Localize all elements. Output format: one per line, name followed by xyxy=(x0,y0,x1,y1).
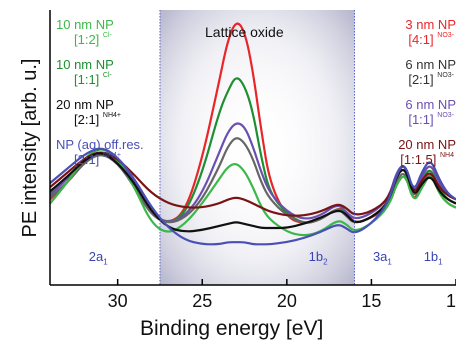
peak-label-sub: 1 xyxy=(438,257,443,267)
legend-ion-label: NO3- xyxy=(437,112,454,119)
peak-label-sub: 1 xyxy=(387,257,392,267)
legend-ion-label: Cl- xyxy=(102,32,112,39)
x-tick-label: 30 xyxy=(108,291,128,311)
peak-label-sub: 2 xyxy=(323,257,328,267)
legend-ratio-text: [2:1] xyxy=(74,112,103,127)
legend-entry-name: 10 nm NP xyxy=(56,17,114,32)
legend-ratio-text: [1:1] xyxy=(408,112,438,127)
legend-entry-name: 3 nm NP xyxy=(405,17,456,32)
x-tick-label: 10 xyxy=(446,291,456,311)
legend-ratio-text: [1:2] xyxy=(74,32,103,47)
peak-label-main: 3a xyxy=(372,249,388,264)
legend-ratio-text: [2:1] xyxy=(408,72,438,87)
peak-label-sub: 1 xyxy=(103,257,108,267)
x-tick-label: 25 xyxy=(192,291,212,311)
legend-entry-name: 20 nm NP xyxy=(398,137,456,152)
legend-entry-ratio: [1:2] Cl- xyxy=(74,32,112,47)
peak-label: 1b1 xyxy=(424,250,443,267)
y-axis-label: PE intensity [arb. u.] xyxy=(19,58,41,238)
legend-entry-ratio: [2:1] NH4+ xyxy=(74,152,122,167)
legend-entry-ratio: [4:1] NO3- xyxy=(408,32,454,47)
legend-ion-label: Cl- xyxy=(102,72,112,79)
series-line-7 xyxy=(50,147,456,246)
lattice-oxide-region xyxy=(159,10,355,285)
legend-ion-label: NO3- xyxy=(437,32,454,39)
x-tick-label: 15 xyxy=(361,291,381,311)
legend-ratio-text: [2:1] xyxy=(74,152,103,167)
legend-entry-name: 20 nm NP xyxy=(56,97,114,112)
peak-label: 3a1 xyxy=(373,250,392,267)
series-line-6 xyxy=(50,152,456,233)
x-tick-label: 20 xyxy=(277,291,297,311)
shaded-region-label: Lattice oxide xyxy=(205,24,284,40)
legend-entry-name: 6 nm NP xyxy=(405,57,456,72)
x-axis-label: Binding energy [eV] xyxy=(140,317,324,340)
legend-entry-ratio: [2:1] NH4+ xyxy=(74,112,122,127)
legend-entry-name: 6 nm NP xyxy=(405,97,456,112)
legend-entry-name: 10 nm NP xyxy=(56,57,114,72)
series-line-4 xyxy=(50,148,456,237)
legend-ion-label: NO3- xyxy=(437,72,454,79)
legend-entry-ratio: [1:1.5] NH4 xyxy=(400,152,454,167)
legend-ratio-text: [1:1] xyxy=(74,72,103,87)
peak-label-main: 1b xyxy=(423,249,439,264)
peak-label-main: 1b xyxy=(308,249,324,264)
legend-entry-ratio: [2:1] NO3- xyxy=(408,72,454,87)
series-layer xyxy=(50,22,456,246)
legend-entry-ratio: [1:1] Cl- xyxy=(74,72,112,87)
legend-ratio-text: [1:1.5] xyxy=(400,152,440,167)
legend-entry-name: NP (aq) off.res. xyxy=(56,137,144,152)
peak-label: 1b2 xyxy=(309,250,328,267)
legend-ratio-text: [4:1] xyxy=(408,32,438,47)
peak-label-main: 2a xyxy=(88,249,104,264)
legend-ion-label: NH4 xyxy=(439,152,454,159)
x-tick-layer: 30 25 20 15 10 xyxy=(108,279,456,311)
legend-entry-ratio: [1:1] NO3- xyxy=(408,112,454,127)
legend-ion-label: NH4+ xyxy=(102,152,122,159)
legend-ion-label: NH4+ xyxy=(102,112,122,119)
peak-label: 2a1 xyxy=(89,250,108,267)
